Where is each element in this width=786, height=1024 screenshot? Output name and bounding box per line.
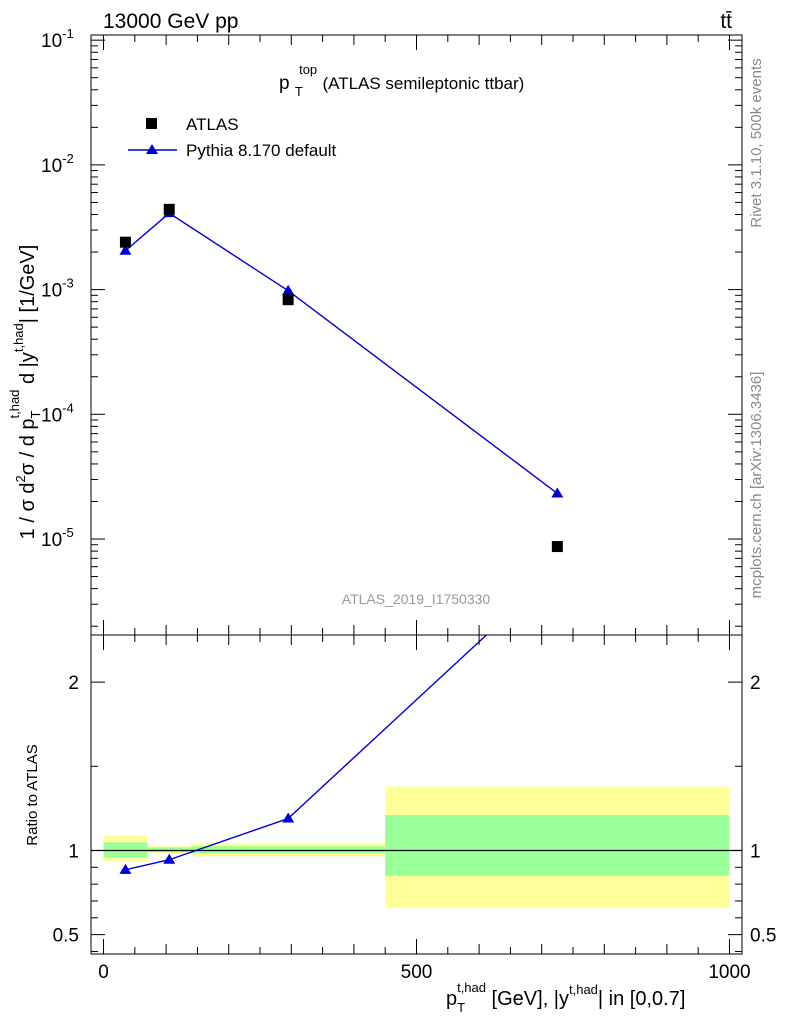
pythia-point — [282, 284, 295, 295]
ratio-band-inner — [191, 846, 386, 853]
main-panel: 10-1 10-2 10-3 10-4 10-5 p T top (ATLAS semi… — [7, 26, 743, 636]
pythia-line — [124, 212, 558, 495]
ratio-y-tick-label-left: 0.5 — [53, 926, 79, 947]
header-energy-label: 13000 GeV pp — [103, 10, 238, 33]
y-tick-label: 10-3 — [41, 276, 74, 302]
atlas-point — [119, 236, 131, 248]
main-plot-content — [119, 203, 564, 553]
legend-label-pythia: Pythia 8.170 default — [186, 141, 337, 160]
x-tick-label: 0 — [98, 962, 109, 983]
analysis-watermark: ATLAS_2019_I1750330 — [342, 591, 491, 607]
title-superscript: top — [299, 62, 317, 77]
x-axis-label: pTt,had [GeV], |yt,had| in [0,0.7] — [446, 980, 685, 1015]
title-rest: (ATLAS semileptonic ttbar) — [322, 74, 524, 93]
svg-text:1 / σ d2σ / d pTt,had d |yt,ha: 1 / σ d2σ / d pTt,had d |yt,had| [1/GeV] — [7, 245, 43, 540]
ratio-y-tick-label-left: 2 — [68, 673, 79, 694]
atlas-point — [282, 294, 294, 306]
ratio-y-tick-label-right: 0.5 — [750, 926, 776, 947]
ratio-band-inner — [147, 847, 192, 853]
ratio-panel: 0.5 0.5 1 1 2 2 0 500 1000 Ratio to ATLAS — [24, 634, 776, 983]
x-tick-label: 500 — [401, 962, 433, 983]
rivet-version-label: Rivet 3.1.10, 500k events — [748, 58, 765, 227]
ratio-band-inner — [385, 815, 730, 876]
plot-title: p T top (ATLAS semileptonic ttbar) — [279, 58, 524, 101]
atlas-point — [163, 203, 175, 215]
ratio-pythia-point — [119, 863, 132, 874]
ratio-clipped-group — [91, 635, 742, 908]
ratio-y-tick-label-right: 2 — [750, 673, 761, 694]
ratio-plot-content — [91, 635, 742, 908]
svg-text:p T top: p T top (ATLAS semileptonic ttbar) — [279, 58, 524, 101]
ratio-y-axis-label: Ratio to ATLAS — [24, 744, 41, 845]
header-process-label: tt̄ — [720, 10, 732, 33]
mcplots-label: mcplots.cern.ch [arXiv:1306.3436] — [748, 372, 765, 599]
pythia-point — [551, 487, 564, 498]
main-axis-ticks: 10-1 10-2 10-3 10-4 10-5 — [41, 26, 742, 635]
legend: ATLAS Pythia 8.170 default — [128, 115, 337, 160]
ratio-pythia-point — [282, 812, 295, 823]
svg-text:pTt,had [GeV], |yt,had| in [0,: pTt,had [GeV], |yt,had| in [0,0.7] — [446, 980, 685, 1015]
legend-marker-pythia — [146, 144, 158, 154]
ratio-axis-ticks: 0.5 0.5 1 1 2 2 0 500 1000 — [53, 635, 776, 983]
y-tick-label: 10-1 — [41, 26, 74, 52]
ratio-pythia-point — [163, 853, 176, 864]
legend-label-atlas: ATLAS — [186, 115, 239, 134]
y-tick-label: 10-4 — [41, 400, 74, 426]
ratio-y-tick-label-right: 1 — [750, 841, 761, 862]
legend-marker-atlas — [146, 118, 157, 129]
ratio-y-tick-label-left: 1 — [68, 841, 79, 862]
x-tick-label: 1000 — [708, 962, 750, 983]
atlas-point — [551, 541, 563, 553]
y-tick-label: 10-2 — [41, 151, 74, 177]
title-main: p — [279, 73, 290, 94]
ratio-pythia-line — [125, 635, 488, 871]
y-axis-label: 1 / σ d2σ / d pTt,had d |yt,had| [1/GeV] — [7, 245, 43, 540]
title-subscript: T — [295, 84, 303, 99]
pythia-point — [119, 244, 132, 255]
y-tick-label: 10-5 — [41, 525, 74, 551]
